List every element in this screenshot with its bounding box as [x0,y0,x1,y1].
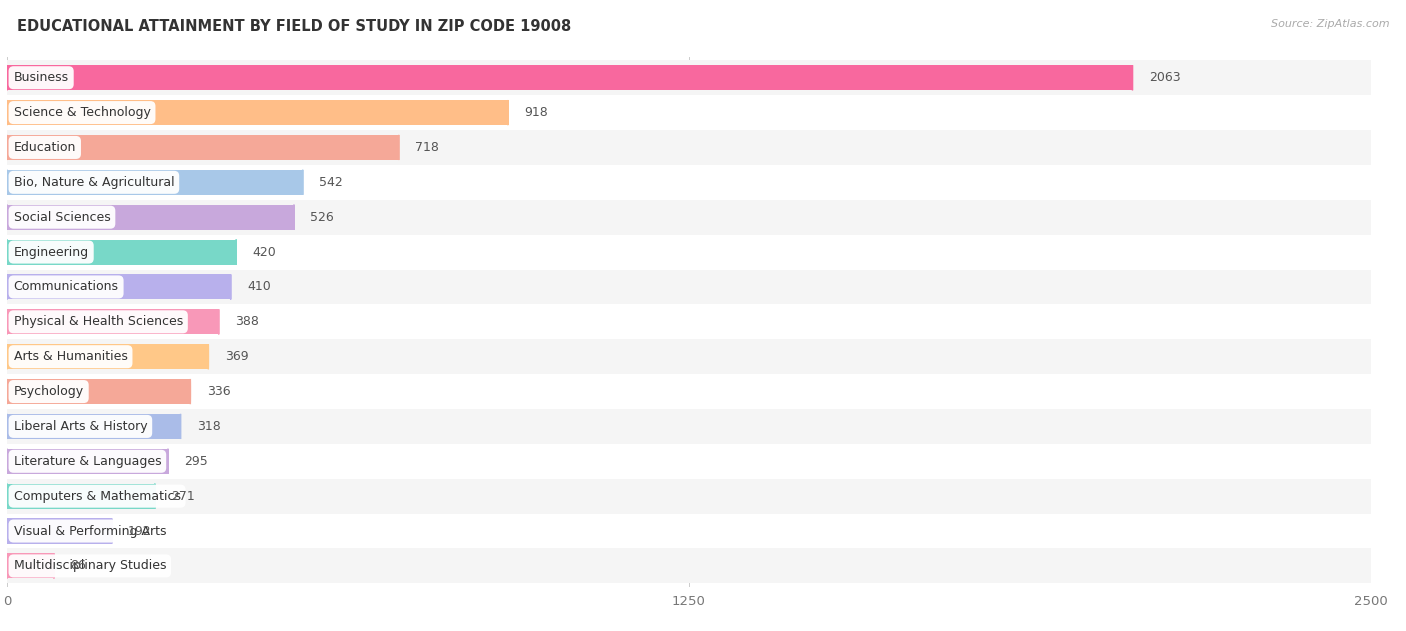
Bar [7,449,167,474]
Text: 318: 318 [197,420,221,433]
Bar [7,519,111,543]
FancyBboxPatch shape [7,235,1371,269]
FancyBboxPatch shape [7,374,1371,409]
Bar [7,65,1132,90]
Text: Literature & Languages: Literature & Languages [14,455,162,468]
Text: EDUCATIONAL ATTAINMENT BY FIELD OF STUDY IN ZIP CODE 19008: EDUCATIONAL ATTAINMENT BY FIELD OF STUDY… [17,19,571,34]
Bar [7,274,231,300]
Text: 2063: 2063 [1149,71,1181,84]
FancyBboxPatch shape [7,165,1371,200]
Text: 718: 718 [415,141,439,154]
Bar [7,135,399,160]
Text: Liberal Arts & History: Liberal Arts & History [14,420,148,433]
Text: 526: 526 [311,211,335,224]
Bar [7,240,236,264]
Text: 388: 388 [235,316,259,328]
Text: Engineering: Engineering [14,245,89,259]
Text: Science & Technology: Science & Technology [14,106,150,119]
Text: 192: 192 [128,524,152,538]
FancyBboxPatch shape [7,514,1371,548]
FancyBboxPatch shape [7,130,1371,165]
Text: Physical & Health Sciences: Physical & Health Sciences [14,316,183,328]
Text: 542: 542 [319,176,343,189]
Text: 295: 295 [184,455,208,468]
FancyBboxPatch shape [7,200,1371,235]
Text: 336: 336 [207,385,231,398]
FancyBboxPatch shape [7,269,1371,304]
Bar [7,344,208,369]
FancyBboxPatch shape [7,61,1371,95]
Text: 420: 420 [253,245,276,259]
FancyBboxPatch shape [7,409,1371,444]
Bar [7,379,190,404]
Text: Psychology: Psychology [14,385,84,398]
FancyBboxPatch shape [7,339,1371,374]
Text: Multidisciplinary Studies: Multidisciplinary Studies [14,560,166,572]
FancyBboxPatch shape [7,444,1371,479]
Text: Visual & Performing Arts: Visual & Performing Arts [14,524,166,538]
Text: 271: 271 [172,490,195,503]
Bar [7,309,219,334]
Text: Social Sciences: Social Sciences [14,211,110,224]
Bar [7,204,294,230]
Bar [7,483,155,509]
Bar [7,100,508,125]
Bar [7,170,302,195]
Text: 369: 369 [225,350,249,363]
Text: Arts & Humanities: Arts & Humanities [14,350,128,363]
FancyBboxPatch shape [7,548,1371,583]
Text: 86: 86 [70,560,86,572]
FancyBboxPatch shape [7,479,1371,514]
Text: 918: 918 [524,106,548,119]
Text: Business: Business [14,71,69,84]
FancyBboxPatch shape [7,304,1371,339]
FancyBboxPatch shape [7,95,1371,130]
Text: Computers & Mathematics: Computers & Mathematics [14,490,180,503]
Text: Communications: Communications [14,280,118,293]
Text: Bio, Nature & Agricultural: Bio, Nature & Agricultural [14,176,174,189]
Bar [7,414,180,439]
Bar [7,553,53,579]
Text: Education: Education [14,141,76,154]
Text: 410: 410 [247,280,271,293]
Text: Source: ZipAtlas.com: Source: ZipAtlas.com [1271,19,1389,29]
